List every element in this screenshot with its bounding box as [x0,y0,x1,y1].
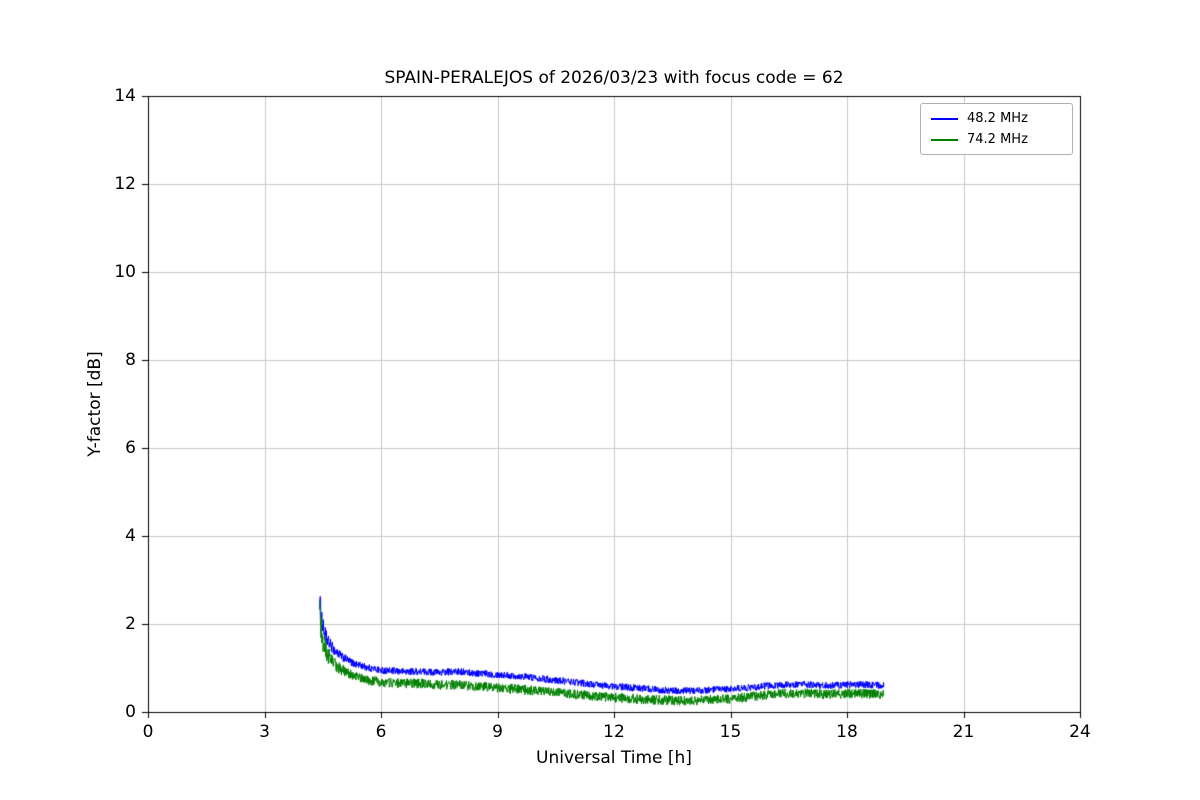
y-tick-label: 12 [114,174,136,194]
legend-label: 48.2 MHz [967,111,1028,126]
chart-title: SPAIN-PERALEJOS of 2026/03/23 with focus… [384,68,844,88]
y-tick-label: 10 [114,262,136,282]
y-tick-label: 14 [114,86,136,106]
y-tick-label: 6 [125,438,136,458]
x-tick-label: 21 [952,722,975,742]
legend: 48.2 MHz 74.2 MHz [920,103,1073,155]
legend-line-swatch [931,138,958,141]
legend-row: 48.2 MHz [931,111,1062,126]
y-tick-label: 8 [125,350,136,370]
y-axis-label: Y-factor [dB] [85,351,105,457]
x-tick-label: 3 [259,722,270,742]
x-tick-label: 12 [603,722,625,742]
x-axis-label: Universal Time [h] [536,748,692,768]
legend-line-swatch [931,117,958,120]
x-tick-label: 6 [375,722,387,742]
x-tick-label: 18 [836,722,858,742]
y-tick-label: 4 [125,526,136,546]
legend-label: 74.2 MHz [967,132,1028,147]
x-tick-label: 9 [492,722,503,742]
y-tick-label: 2 [125,614,136,634]
y-tick-label: 0 [125,702,136,722]
x-tick-label: 24 [1069,722,1091,742]
legend-row: 74.2 MHz [931,132,1062,147]
x-tick-label: 15 [719,722,742,742]
x-tick-label: 0 [142,722,154,742]
